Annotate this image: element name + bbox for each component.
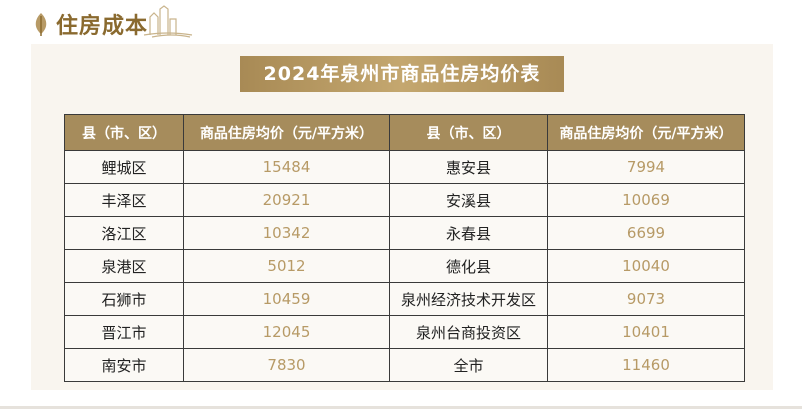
price-cell: 15484 <box>183 150 390 184</box>
table-row: 丰泽区 20921 安溪县 10069 <box>64 183 745 217</box>
area-cell: 泉港区 <box>64 249 184 283</box>
area-cell: 丰泽区 <box>64 183 184 217</box>
table-row: 晋江市 12045 泉州台商投资区 10401 <box>64 315 745 349</box>
column-header-area: 县（市、区） <box>64 114 184 151</box>
price-cell: 10069 <box>547 183 745 217</box>
area-cell: 安溪县 <box>389 183 548 217</box>
price-cell: 11460 <box>547 348 745 382</box>
price-cell: 10401 <box>547 315 745 349</box>
section-title: 住房成本 <box>56 14 149 39</box>
price-cell: 20921 <box>183 183 390 217</box>
column-header-price: 商品住房均价（元/平方米） <box>547 114 745 151</box>
table-header-row: 县（市、区） 商品住房均价（元/平方米） 县（市、区） 商品住房均价（元/平方米… <box>64 114 745 151</box>
area-cell: 泉州经济技术开发区 <box>389 282 548 316</box>
area-cell: 石狮市 <box>64 282 184 316</box>
section-header: 住房成本 <box>30 5 194 42</box>
area-cell: 德化县 <box>389 249 548 283</box>
table-row: 泉港区 5012 德化县 10040 <box>64 249 745 283</box>
area-cell: 鲤城区 <box>64 150 184 184</box>
price-cell: 6699 <box>547 216 745 250</box>
table-row: 南安市 7830 全市 11460 <box>64 348 745 382</box>
area-cell: 洛江区 <box>64 216 184 250</box>
price-cell: 7830 <box>183 348 390 382</box>
bottom-divider <box>0 406 802 409</box>
area-cell: 惠安县 <box>389 150 548 184</box>
area-cell: 永春县 <box>389 216 548 250</box>
price-panel: 2024年泉州市商品住房均价表 县（市、区） 商品住房均价（元/平方米） 县（市… <box>31 44 773 390</box>
price-cell: 9073 <box>547 282 745 316</box>
price-cell: 10040 <box>547 249 745 283</box>
price-cell: 10342 <box>183 216 390 250</box>
price-cell: 10459 <box>183 282 390 316</box>
table-row: 石狮市 10459 泉州经济技术开发区 9073 <box>64 282 745 316</box>
area-cell: 晋江市 <box>64 315 184 349</box>
table-row: 洛江区 10342 永春县 6699 <box>64 216 745 250</box>
column-header-area: 县（市、区） <box>389 114 548 151</box>
price-cell: 7994 <box>547 150 745 184</box>
price-cell: 12045 <box>183 315 390 349</box>
area-cell: 全市 <box>389 348 548 382</box>
table-row: 鲤城区 15484 惠安县 7994 <box>64 150 745 184</box>
column-header-price: 商品住房均价（元/平方米） <box>183 114 390 151</box>
area-cell: 南安市 <box>64 348 184 382</box>
price-cell: 5012 <box>183 249 390 283</box>
price-table: 县（市、区） 商品住房均价（元/平方米） 县（市、区） 商品住房均价（元/平方米… <box>64 114 745 382</box>
table-title: 2024年泉州市商品住房均价表 <box>240 56 564 92</box>
skyline-icon <box>143 5 193 38</box>
leaf-icon <box>35 13 47 36</box>
area-cell: 泉州台商投资区 <box>389 315 548 349</box>
